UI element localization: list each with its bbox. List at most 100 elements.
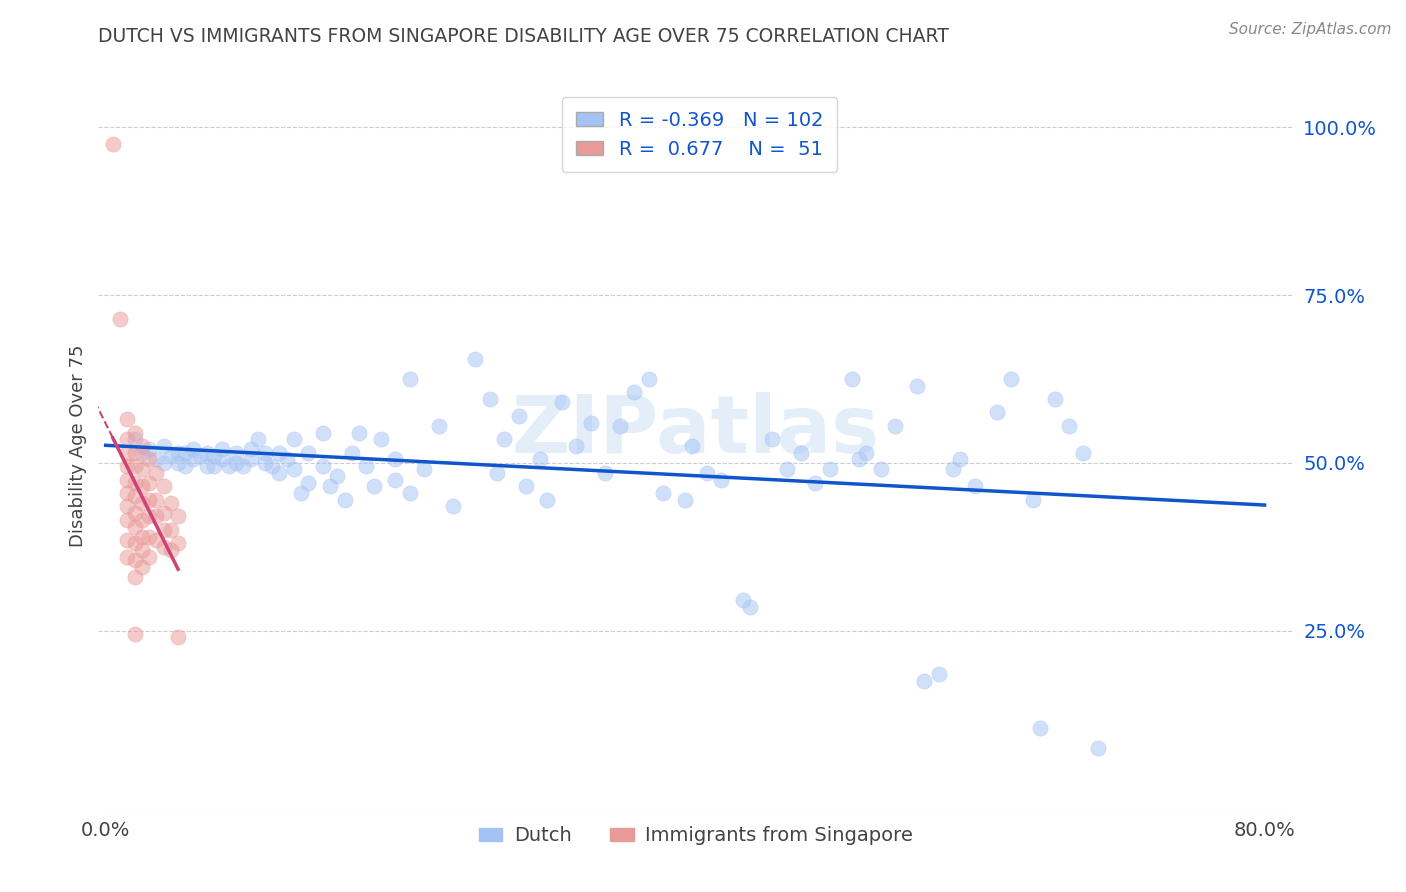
Point: [1029, 721, 1052, 735]
Point: [124, 475, 146, 490]
Point: [290, 486, 312, 500]
Point: [124, 627, 146, 641]
Point: [138, 452, 160, 467]
Point: [912, 673, 935, 688]
Point: [124, 553, 146, 567]
Point: [124, 459, 146, 474]
Point: [167, 456, 190, 470]
Point: [239, 452, 262, 467]
Point: [963, 479, 986, 493]
Point: [441, 500, 464, 514]
Point: [108, 311, 131, 326]
Point: [253, 446, 276, 460]
Point: [269, 446, 291, 460]
Point: [731, 593, 754, 607]
Point: [167, 509, 190, 524]
Point: [775, 462, 797, 476]
Point: [283, 462, 305, 476]
Point: [131, 496, 153, 510]
Point: [152, 523, 174, 537]
Point: [124, 506, 146, 520]
Point: [790, 446, 813, 460]
Point: [131, 462, 153, 476]
Point: [131, 559, 153, 574]
Point: [1043, 392, 1066, 406]
Point: [145, 452, 167, 467]
Point: [225, 446, 247, 460]
Point: [565, 439, 588, 453]
Point: [131, 543, 153, 558]
Point: [740, 600, 762, 615]
Point: [515, 479, 537, 493]
Point: [152, 439, 174, 453]
Point: [949, 452, 972, 467]
Point: [609, 418, 631, 433]
Point: [152, 479, 174, 493]
Point: [145, 533, 167, 547]
Point: [696, 466, 718, 480]
Point: [174, 446, 197, 460]
Point: [124, 570, 146, 584]
Point: [638, 372, 661, 386]
Point: [710, 473, 733, 487]
Point: [202, 459, 225, 474]
Point: [492, 432, 515, 446]
Legend: Dutch, Immigrants from Singapore: Dutch, Immigrants from Singapore: [471, 819, 921, 854]
Text: ZIPatlas: ZIPatlas: [512, 392, 880, 470]
Point: [124, 489, 146, 503]
Point: [117, 486, 139, 500]
Point: [195, 446, 218, 460]
Point: [131, 446, 153, 460]
Point: [384, 473, 406, 487]
Text: Source: ZipAtlas.com: Source: ZipAtlas.com: [1229, 22, 1392, 37]
Point: [928, 667, 950, 681]
Point: [595, 466, 617, 480]
Point: [138, 475, 160, 490]
Point: [138, 442, 160, 457]
Point: [167, 630, 190, 644]
Point: [1057, 418, 1080, 433]
Point: [138, 549, 160, 564]
Point: [536, 492, 558, 507]
Point: [145, 466, 167, 480]
Point: [363, 479, 385, 493]
Point: [117, 549, 139, 564]
Point: [117, 533, 139, 547]
Point: [253, 456, 276, 470]
Point: [681, 439, 703, 453]
Point: [283, 432, 305, 446]
Point: [319, 479, 342, 493]
Point: [1022, 492, 1045, 507]
Point: [117, 500, 139, 514]
Point: [1087, 741, 1109, 756]
Point: [246, 432, 269, 446]
Point: [464, 351, 486, 366]
Point: [117, 513, 139, 527]
Point: [152, 506, 174, 520]
Point: [117, 412, 139, 426]
Point: [145, 509, 167, 524]
Point: [276, 452, 298, 467]
Point: [232, 459, 254, 474]
Point: [181, 442, 204, 457]
Point: [145, 492, 167, 507]
Point: [195, 459, 218, 474]
Point: [188, 449, 211, 463]
Point: [181, 452, 204, 467]
Point: [160, 449, 183, 463]
Point: [312, 425, 335, 440]
Point: [131, 513, 153, 527]
Point: [124, 536, 146, 550]
Point: [124, 519, 146, 533]
Point: [1073, 446, 1095, 460]
Point: [131, 479, 153, 493]
Point: [848, 452, 870, 467]
Point: [124, 432, 146, 446]
Point: [356, 459, 378, 474]
Point: [413, 462, 436, 476]
Point: [167, 536, 190, 550]
Point: [117, 473, 139, 487]
Point: [804, 475, 827, 490]
Point: [761, 432, 783, 446]
Y-axis label: Disability Age Over 75: Disability Age Over 75: [69, 344, 87, 548]
